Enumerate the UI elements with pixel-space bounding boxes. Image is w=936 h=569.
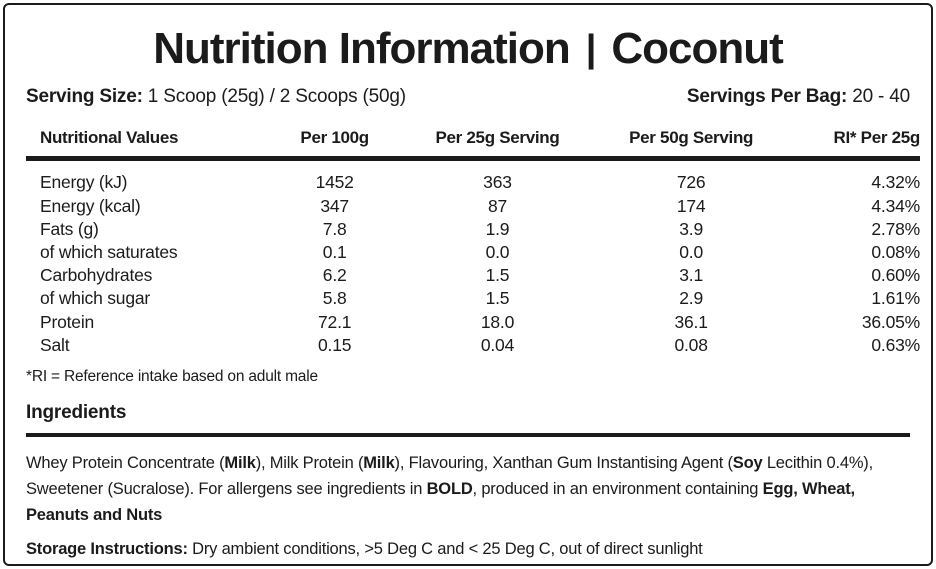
table-cell: Carbohydrates bbox=[40, 265, 153, 286]
ingredients-heading: Ingredients bbox=[26, 402, 127, 424]
page-title: Nutrition Information | Coconut bbox=[5, 24, 931, 73]
table-row: Carbohydrates 6.2 1.5 3.1 0.60% bbox=[26, 264, 920, 287]
table-column-header: Nutritional Values bbox=[26, 128, 269, 162]
table-column-header: RI* Per 25g bbox=[787, 128, 920, 162]
title-divider: | bbox=[585, 28, 597, 70]
table-cell: Salt bbox=[40, 334, 70, 355]
bold-text: BOLD bbox=[426, 479, 473, 498]
bold-text: Serving Size: bbox=[26, 86, 143, 108]
nutrition-label: Nutrition Information | Coconut Serving Si… bbox=[3, 3, 933, 566]
table-column-header: Per 25g Serving bbox=[400, 128, 595, 162]
table-body: Energy (kJ) 1452 363 726 4.32% Energy (kcal) 3… bbox=[26, 159, 920, 357]
bold-text: Storage Instructions: bbox=[26, 540, 188, 559]
table-cell: 363 bbox=[483, 172, 512, 193]
table-cell: 6.2 bbox=[322, 265, 347, 286]
bold-text: Milk bbox=[224, 454, 256, 473]
table-cell: 18.0 bbox=[480, 311, 515, 332]
table-row: of which sugar 5.8 1.5 2.9 1.61% bbox=[26, 287, 920, 310]
table-cell: 0.04 bbox=[480, 334, 515, 355]
table-cell: 0.1 bbox=[322, 242, 347, 262]
table-cell: 2.78% bbox=[871, 218, 920, 239]
ingredients-text: Whey Protein Concentrate (Milk), Milk Pr… bbox=[5, 451, 931, 528]
text: ), Flavouring, Xanthan Gum Instantising … bbox=[394, 454, 733, 473]
bold-text: Egg, Wheat, Peanuts and Nuts bbox=[26, 479, 855, 524]
table-cell: 1.9 bbox=[485, 218, 510, 239]
table-row: Energy (kJ) 1452 363 726 4.32% bbox=[26, 159, 920, 195]
serving-row: Serving Size: 1 Scoop (25g) / 2 Scoops (… bbox=[5, 86, 931, 108]
text: , produced in an environment containing bbox=[472, 479, 763, 498]
table-cell: 0.60% bbox=[871, 265, 920, 286]
nutrition-table: Nutritional Values Per 100g Per 25g Servin… bbox=[26, 128, 920, 357]
table-cell: of which sugar bbox=[40, 288, 151, 309]
table-cell: 5.8 bbox=[322, 288, 347, 309]
table-cell: 3.9 bbox=[679, 218, 703, 239]
text: Whey Protein Concentrate ( bbox=[26, 454, 225, 473]
text: 20 - 40 bbox=[847, 86, 910, 108]
text: Lecithin 0.4%), Sweetener (Sucralose). F… bbox=[26, 454, 873, 498]
bold-text: Milk bbox=[363, 454, 395, 473]
table-cell: 1.5 bbox=[485, 265, 510, 286]
table-cell: 72.1 bbox=[318, 311, 352, 332]
table-header-row: Nutritional Values Per 100g Per 25g Servin… bbox=[26, 128, 920, 162]
table-cell: 7.8 bbox=[322, 218, 347, 239]
table-cell: Energy (kcal) bbox=[40, 195, 141, 216]
table-cell: 347 bbox=[320, 195, 349, 216]
table-cell: 4.32% bbox=[871, 172, 920, 193]
table-cell: 36.1 bbox=[674, 311, 708, 332]
serving-size: Serving Size: 1 Scoop (25g) / 2 Scoops (… bbox=[26, 86, 406, 108]
title-flavor: Coconut bbox=[611, 24, 783, 73]
table-row: Salt 0.15 0.04 0.08 0.63% bbox=[26, 334, 920, 357]
table-cell: 726 bbox=[676, 172, 706, 193]
ri-footnote: *RI = Reference intake based on adult ma… bbox=[26, 368, 318, 386]
storage-instructions: Storage Instructions: Dry ambient condit… bbox=[5, 540, 931, 559]
divider-rule bbox=[26, 433, 910, 438]
table-cell: 1.61% bbox=[871, 288, 920, 309]
table-cell: 174 bbox=[676, 195, 706, 216]
text: ), Milk Protein ( bbox=[255, 454, 364, 473]
table-cell: 1.5 bbox=[485, 288, 510, 309]
bold-text: Servings Per Bag: bbox=[686, 86, 848, 108]
title-product: Nutrition Information bbox=[153, 24, 570, 73]
text: Dry ambient conditions, >5 Deg C and < 2… bbox=[187, 540, 703, 559]
table-cell: 4.34% bbox=[871, 195, 920, 216]
table-cell: Fats (g) bbox=[40, 218, 99, 239]
table-row: Fats (g) 7.8 1.9 3.9 2.78% bbox=[26, 218, 920, 241]
table-cell: 0.0 bbox=[485, 242, 510, 262]
text: 1 Scoop (25g) / 2 Scoops (50g) bbox=[142, 86, 406, 108]
table-cell: 0.08% bbox=[871, 242, 920, 262]
table-row: Energy (kcal) 347 87 174 4.34% bbox=[26, 195, 920, 218]
table-row: Protein 72.1 18.0 36.1 36.05% bbox=[26, 311, 920, 334]
table-cell: 3.1 bbox=[679, 265, 703, 286]
table-column-header: Per 50g Serving bbox=[594, 128, 788, 162]
table-cell: 0.0 bbox=[679, 242, 703, 262]
table-cell: Energy (kJ) bbox=[40, 172, 128, 193]
table-cell: 2.9 bbox=[679, 288, 703, 309]
table-cell: 0.63% bbox=[871, 334, 920, 355]
table-cell: 36.05% bbox=[861, 311, 920, 332]
table-cell: 87 bbox=[487, 195, 508, 216]
bold-text: Soy bbox=[732, 454, 763, 473]
table-row: of which saturates 0.1 0.0 0.0 0.08% bbox=[26, 241, 920, 264]
table-cell: of which saturates bbox=[40, 242, 178, 262]
table-cell: Protein bbox=[40, 311, 95, 332]
table-cell: 0.15 bbox=[318, 334, 352, 355]
table-column-header: Per 100g bbox=[268, 128, 401, 162]
table-cell: 1452 bbox=[315, 172, 354, 193]
table-cell: 0.08 bbox=[674, 334, 708, 355]
servings-per-bag: Servings Per Bag: 20 - 40 bbox=[687, 86, 910, 108]
